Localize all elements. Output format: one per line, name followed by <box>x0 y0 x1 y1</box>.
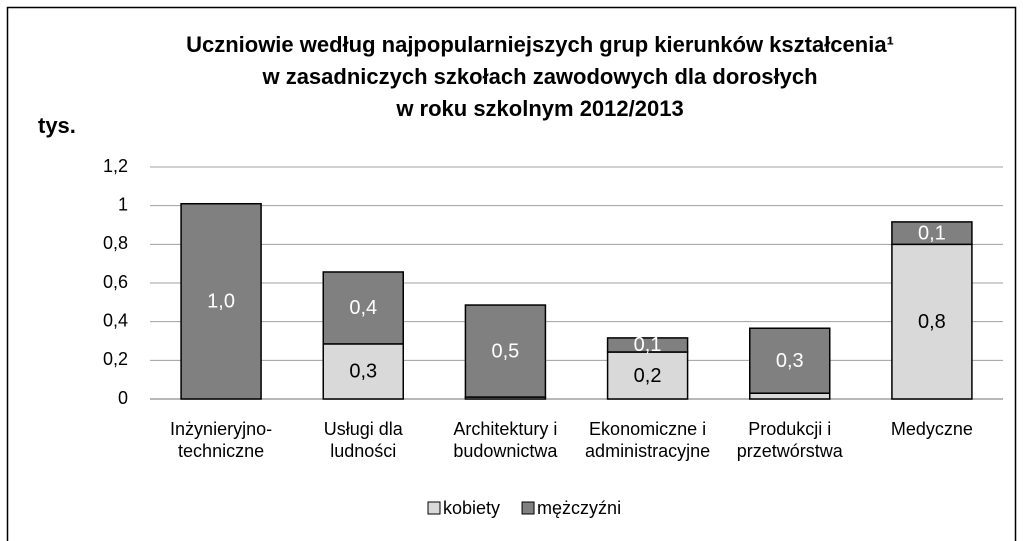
legend-label: mężczyźni <box>537 498 621 518</box>
chart-title: w zasadniczych szkołach zawodowych dla d… <box>261 64 817 89</box>
x-tick-label: Medyczne <box>891 419 973 439</box>
chart-title: w roku szkolnym 2012/2013 <box>395 96 683 121</box>
y-tick-label: 1 <box>118 194 128 214</box>
bar-segment <box>322 343 404 400</box>
bar-segment <box>322 271 404 345</box>
data-label: 0,3 <box>776 350 804 372</box>
x-tick-label: Produkcji i przetwórstwa <box>737 419 844 461</box>
y-tick-label: 0,4 <box>103 310 128 330</box>
x-tick-label: Ekonomiczne i administracyjne <box>585 419 710 461</box>
y-tick-label: 0 <box>118 388 128 408</box>
data-label: 0,4 <box>349 297 377 319</box>
data-label: 0,1 <box>634 334 662 356</box>
y-tick-label: 0,6 <box>103 272 128 292</box>
data-label: 0,8 <box>918 311 946 333</box>
data-label: 0,1 <box>918 222 946 244</box>
data-label: 0,5 <box>492 340 520 362</box>
y-tick-label: 0,8 <box>103 233 128 253</box>
chart-title: Uczniowie według najpopularniejszych gru… <box>186 32 894 57</box>
data-label: 1,0 <box>207 291 235 313</box>
x-tick-label: Architektury i budownictwa <box>453 419 558 461</box>
legend-label: kobiety <box>443 498 500 518</box>
x-tick-label: Usługi dla ludności <box>324 419 404 461</box>
legend-swatch <box>521 501 535 515</box>
bar-segment <box>891 221 973 246</box>
y-axis-label: tys. <box>38 113 76 138</box>
x-tick-label: Inżynieryjno-techniczne <box>170 419 272 461</box>
bar-segment <box>180 202 262 400</box>
legend-swatch <box>427 501 441 515</box>
bar-segment <box>749 327 831 394</box>
bar-segment <box>749 392 831 400</box>
bar-segment <box>891 243 973 400</box>
data-label: 0,3 <box>349 361 377 383</box>
bar-segment <box>606 337 689 353</box>
chart-frame <box>6 6 1017 541</box>
bar-segment <box>464 304 547 398</box>
y-tick-label: 0,2 <box>103 349 128 369</box>
y-tick-label: 1,2 <box>103 156 128 176</box>
data-label: 0,2 <box>634 365 662 387</box>
